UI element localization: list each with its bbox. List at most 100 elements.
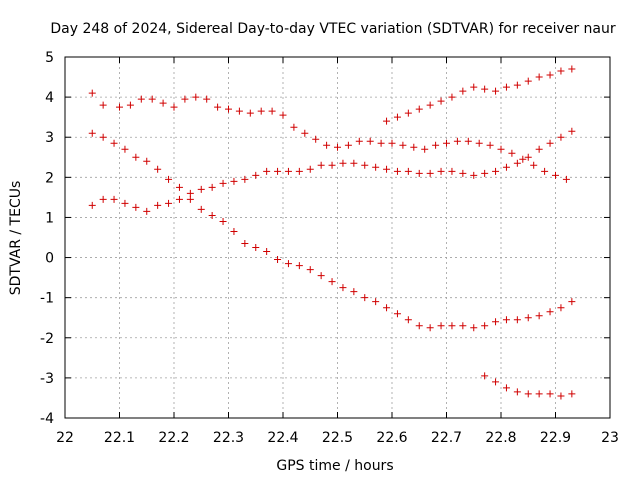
data-point bbox=[568, 65, 576, 73]
data-point bbox=[208, 211, 216, 219]
data-point bbox=[404, 167, 412, 175]
data-point bbox=[524, 77, 532, 85]
data-point bbox=[312, 135, 320, 143]
x-tick-label: 22.3 bbox=[213, 430, 244, 446]
data-point bbox=[126, 101, 134, 109]
data-point bbox=[241, 240, 249, 248]
data-point bbox=[513, 316, 521, 324]
data-point bbox=[197, 205, 205, 213]
data-point bbox=[339, 284, 347, 292]
data-point bbox=[492, 318, 500, 326]
data-point bbox=[535, 390, 543, 398]
data-point bbox=[372, 298, 380, 306]
data-point bbox=[372, 163, 380, 171]
data-point bbox=[306, 165, 314, 173]
data-point bbox=[415, 322, 423, 330]
plot-frame bbox=[64, 56, 611, 419]
data-point bbox=[410, 143, 418, 151]
data-point bbox=[453, 137, 461, 145]
data-point bbox=[486, 141, 494, 149]
data-point bbox=[214, 103, 222, 111]
x-tick-label: 22.5 bbox=[322, 430, 353, 446]
data-point bbox=[170, 103, 178, 111]
data-point bbox=[110, 195, 118, 203]
data-point bbox=[323, 141, 331, 149]
data-point bbox=[99, 195, 107, 203]
data-point bbox=[192, 93, 200, 101]
data-point bbox=[513, 159, 521, 167]
data-point bbox=[383, 304, 391, 312]
data-point bbox=[546, 308, 554, 316]
data-point bbox=[279, 111, 287, 119]
data-point bbox=[383, 117, 391, 125]
data-point bbox=[246, 109, 254, 117]
data-point bbox=[361, 294, 369, 302]
data-point bbox=[355, 137, 363, 145]
data-point bbox=[219, 179, 227, 187]
data-point bbox=[284, 260, 292, 268]
data-point bbox=[235, 107, 243, 115]
y-axis-label: SDTVAR / TECUs bbox=[8, 181, 24, 296]
data-point bbox=[513, 81, 521, 89]
data-point bbox=[492, 167, 500, 175]
data-point bbox=[388, 139, 396, 147]
data-point bbox=[443, 139, 450, 147]
data-point bbox=[219, 217, 227, 225]
x-tick-label: 22.6 bbox=[376, 430, 407, 446]
data-point bbox=[568, 127, 576, 135]
data-point bbox=[137, 95, 145, 103]
data-point bbox=[143, 157, 151, 165]
data-point bbox=[481, 85, 489, 93]
data-point bbox=[377, 139, 385, 147]
data-point bbox=[225, 105, 232, 113]
data-point bbox=[404, 316, 412, 324]
series-2 bbox=[88, 129, 576, 332]
data-point bbox=[448, 93, 456, 101]
data-point bbox=[328, 161, 336, 169]
data-point bbox=[154, 165, 162, 173]
data-point bbox=[459, 322, 467, 330]
y-tick-label: 2 bbox=[45, 170, 54, 186]
y-tick-label: 5 bbox=[45, 50, 54, 66]
data-point bbox=[263, 248, 271, 256]
data-point bbox=[208, 183, 216, 191]
data-point bbox=[350, 288, 358, 296]
y-tick-label: 0 bbox=[45, 251, 54, 267]
x-tick-label: 22.7 bbox=[431, 430, 462, 446]
data-point bbox=[557, 392, 565, 400]
data-point bbox=[535, 145, 543, 153]
data-point bbox=[415, 105, 423, 113]
data-point bbox=[404, 109, 412, 117]
data-point bbox=[535, 73, 543, 81]
data-point bbox=[328, 278, 336, 286]
data-point bbox=[475, 139, 483, 147]
data-point bbox=[415, 169, 423, 177]
x-tick-label: 22.2 bbox=[158, 430, 189, 446]
data-point bbox=[203, 95, 211, 103]
data-point bbox=[426, 101, 434, 109]
data-point bbox=[159, 99, 167, 107]
x-tick-label: 22.4 bbox=[267, 430, 298, 446]
data-point bbox=[546, 139, 554, 147]
data-point bbox=[546, 71, 554, 79]
data-point bbox=[421, 145, 429, 153]
y-tick-label: -3 bbox=[40, 371, 54, 387]
data-point bbox=[110, 139, 118, 147]
chart-title: Day 248 of 2024, Sidereal Day-to-day VTE… bbox=[50, 21, 616, 37]
data-point bbox=[492, 87, 500, 95]
data-point bbox=[437, 167, 445, 175]
data-point bbox=[121, 199, 129, 207]
data-point bbox=[393, 167, 401, 175]
data-point bbox=[306, 266, 314, 274]
data-point bbox=[524, 314, 532, 322]
data-point bbox=[383, 165, 391, 173]
data-point bbox=[568, 390, 576, 398]
data-point bbox=[366, 137, 374, 145]
data-point bbox=[181, 95, 189, 103]
data-point bbox=[165, 175, 173, 183]
data-point bbox=[399, 141, 407, 149]
data-point bbox=[502, 163, 510, 171]
data-point bbox=[459, 169, 467, 177]
data-point bbox=[524, 390, 532, 398]
data-point bbox=[257, 107, 265, 115]
